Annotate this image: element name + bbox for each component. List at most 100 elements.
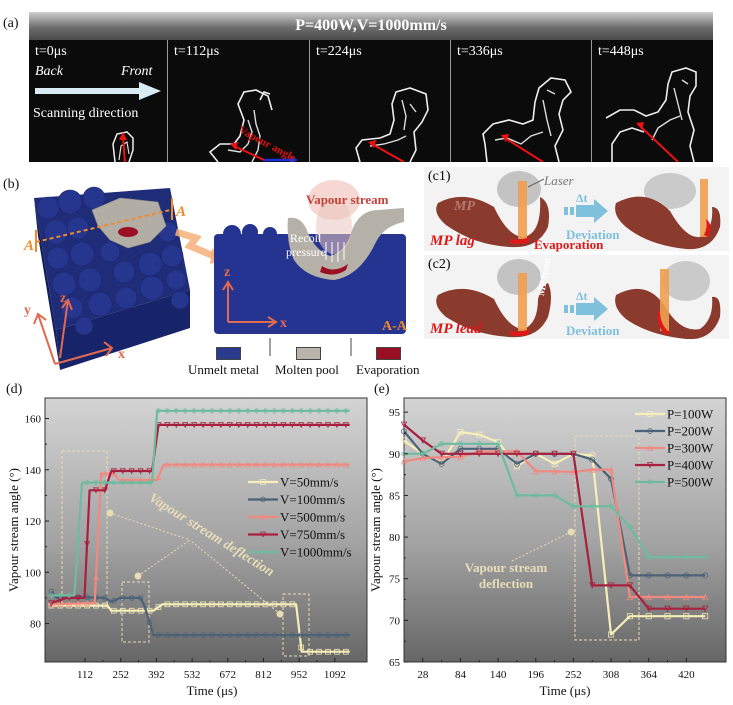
data-point-marker: [307, 422, 314, 429]
x-axis-label: Time (μs): [187, 683, 238, 698]
dt-arrow-icon: [564, 297, 608, 321]
data-point-marker: [235, 407, 242, 414]
legend-swatch-molten: [296, 347, 321, 360]
data-point-marker: [289, 407, 296, 414]
x-tick-label: 420: [678, 669, 695, 681]
legend-label: P=400W: [667, 458, 714, 473]
data-point-marker: [333, 407, 340, 414]
data-point-marker: [551, 460, 558, 467]
data-point-marker: [217, 422, 225, 429]
data-point-marker: [307, 407, 314, 414]
data-point-marker: [244, 422, 251, 429]
data-point-marker: [199, 422, 207, 429]
data-point-marker: [280, 461, 287, 468]
y-tick-label: 95: [389, 407, 401, 419]
data-point-marker: [271, 407, 278, 414]
data-point-marker: [647, 411, 653, 417]
x-tick-label: 1092: [324, 669, 346, 681]
data-point-marker: [155, 604, 162, 610]
melt-contour-icon: [605, 67, 697, 162]
front-label: Front: [121, 64, 153, 79]
data-point-marker: [262, 461, 269, 468]
data-point-marker: [664, 572, 671, 579]
legend-label: V=1000mm/s: [280, 545, 352, 560]
data-point-marker: [551, 467, 558, 475]
legend-entry: V=50mm/s: [248, 475, 339, 490]
data-point-marker: [513, 492, 521, 499]
data-point-marker: [260, 496, 266, 503]
data-point-marker: [253, 461, 260, 468]
data-point-marker: [217, 407, 224, 414]
data-point-marker: [253, 632, 260, 638]
section-mark-right: A: [175, 204, 186, 220]
legend-entry: P=500W: [635, 475, 714, 490]
data-point-marker: [647, 428, 653, 434]
data-point-marker: [289, 461, 296, 468]
data-point-marker: [164, 601, 171, 608]
data-point-marker: [419, 454, 427, 462]
data-point-marker: [191, 422, 198, 429]
data-point-marker: [333, 422, 341, 429]
data-point-marker: [128, 479, 135, 486]
series-v-50mm-s: [48, 601, 350, 655]
legend-entry: V=1000mm/s: [248, 545, 352, 560]
data-point-marker: [137, 607, 144, 614]
data-point-marker: [191, 407, 198, 414]
data-point-marker: [173, 632, 180, 638]
data-point-marker: [226, 632, 233, 638]
data-point-marker: [173, 407, 180, 414]
data-point-marker: [259, 513, 267, 520]
x-tick-label: 392: [148, 669, 165, 681]
data-point-marker: [645, 605, 653, 613]
data-point-marker: [316, 632, 322, 638]
legend-unmelt-metal: Unmelt metal: [188, 362, 260, 377]
mp-lag-diagram: [436, 171, 721, 250]
frame-t448: t=448μs: [592, 40, 713, 162]
data-point-marker: [570, 503, 577, 510]
data-point-marker: [298, 422, 305, 429]
data-point-marker: [342, 632, 349, 638]
y-tick-label: 140: [25, 465, 42, 477]
y-tick-label: 85: [389, 490, 401, 502]
data-point-marker: [199, 461, 207, 468]
data-point-marker: [607, 582, 615, 589]
frame-t224: t=224μs: [310, 40, 451, 162]
series-p-300w: [400, 447, 709, 601]
data-point-marker: [200, 407, 207, 414]
data-point-marker: [333, 461, 341, 468]
panel-label-d: (d): [6, 382, 23, 397]
annotation-text-line1: Vapour stream: [465, 560, 548, 575]
data-point-marker: [137, 595, 144, 601]
data-point-marker: [146, 607, 153, 614]
y-tick-label: 80: [389, 532, 401, 544]
data-point-marker: [551, 492, 558, 499]
data-point-marker: [83, 541, 91, 548]
series-line: [51, 603, 350, 653]
y-tick-label: 75: [389, 574, 401, 586]
data-point-marker: [244, 632, 251, 638]
data-point-marker: [334, 632, 340, 638]
section-mark-left: A: [23, 238, 34, 254]
melt-contour-icon: [482, 77, 572, 162]
data-point-marker: [646, 478, 654, 486]
frame-t112: t=112μs Vapour angle: [168, 40, 310, 162]
data-point-marker: [316, 648, 322, 655]
x-tick-label: 140: [490, 669, 507, 681]
series-line: [403, 423, 706, 610]
data-point-marker: [588, 503, 596, 510]
zoom-arrow-icon: [174, 228, 216, 260]
axis-z2-label: z: [224, 265, 230, 280]
dt-label: Δt: [576, 289, 588, 303]
data-point-marker: [280, 632, 287, 638]
x-tick-label: 84: [455, 669, 467, 681]
melt-contour-icon: Vapour angle: [208, 89, 298, 162]
mp-lead-diagram: [436, 259, 721, 339]
data-point-marker: [75, 595, 82, 602]
data-point-marker: [342, 648, 349, 655]
data-point-marker: [182, 461, 189, 468]
data-point-marker: [683, 613, 690, 620]
mp-lag-label: MP lag: [430, 233, 475, 249]
data-point-marker: [128, 468, 135, 475]
data-point-marker: [253, 601, 260, 608]
data-point-marker: [191, 601, 197, 608]
